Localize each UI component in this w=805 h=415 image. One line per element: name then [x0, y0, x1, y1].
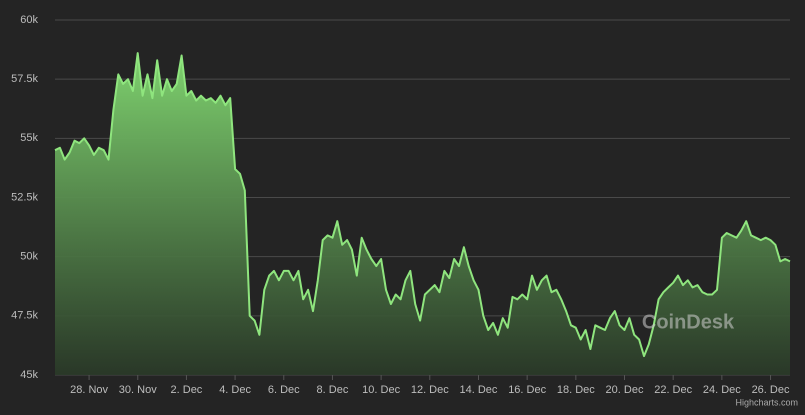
x-tick-label: 30. Nov — [119, 384, 157, 396]
x-tick-label: 6. Dec — [268, 384, 300, 396]
y-tick-label: 57.5k — [11, 73, 38, 85]
x-tick-label: 26. Dec — [752, 384, 790, 396]
y-tick-label: 55k — [20, 132, 38, 144]
line — [54, 52, 791, 358]
credits[interactable]: Highcharts.com — [735, 397, 798, 407]
x-tick-label: 22. Dec — [654, 384, 692, 396]
x-tick-label: 12. Dec — [411, 384, 449, 396]
area — [55, 53, 790, 375]
x-tick-label: 10. Dec — [362, 384, 400, 396]
y-tick-label: 52.5k — [11, 191, 38, 203]
x-tick-label: 20. Dec — [606, 384, 644, 396]
y-tick-label: 47.5k — [11, 310, 38, 322]
x-tick-label: 24. Dec — [703, 384, 741, 396]
y-tick-label: 60k — [20, 14, 38, 26]
x-tick-label: 8. Dec — [317, 384, 349, 396]
y-tick-label: 50k — [20, 251, 38, 263]
x-tick-label: 14. Dec — [460, 384, 498, 396]
x-tick-label: 18. Dec — [557, 384, 595, 396]
y-tick-label: 45k — [20, 369, 38, 381]
watermark: CoinDesk — [642, 311, 735, 333]
x-tick-label: 4. Dec — [219, 384, 251, 396]
x-tick-label: 2. Dec — [171, 384, 203, 396]
x-tick-label: 28. Nov — [70, 384, 108, 396]
x-tick-label: 16. Dec — [508, 384, 546, 396]
